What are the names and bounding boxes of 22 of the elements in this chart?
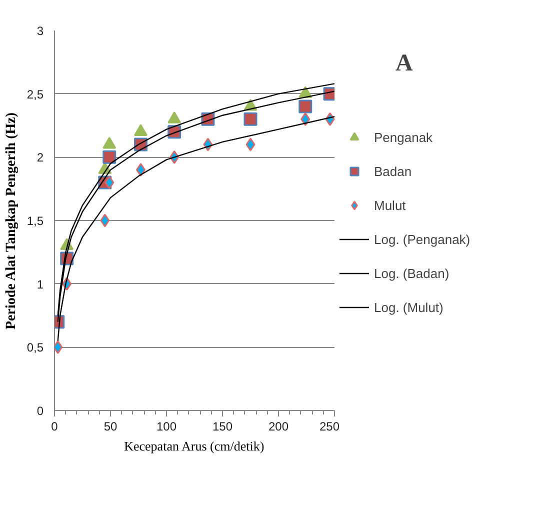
x-tick-label: 150	[212, 420, 233, 434]
legend-label: Log. (Penganak)	[374, 232, 470, 246]
y-tick-label: 2,5	[26, 87, 44, 102]
legend-label: Mulut	[374, 198, 406, 212]
legend-label: Badan	[374, 164, 412, 178]
x-tick-label: 50	[104, 420, 118, 434]
legend-label: Penganak	[374, 130, 433, 144]
x-tick-label: 250	[319, 420, 340, 434]
y-tick-label: 0	[36, 404, 44, 418]
x-tick-label: 0	[51, 420, 58, 434]
legend-label: Log. (Badan)	[374, 266, 450, 280]
x-axis-title: Kecepatan Arus (cm/detik)	[124, 438, 264, 454]
text: A	[396, 50, 414, 77]
y-tick-label: 1,5	[26, 214, 44, 228]
y-tick-label: 0,5	[26, 340, 44, 355]
y-tick-label: 1	[36, 277, 44, 292]
x-tick-label: 100	[156, 420, 177, 434]
x-tick-label: 200	[268, 420, 289, 434]
y-tick-label: 3	[36, 24, 44, 38]
y-tick-label: 2	[36, 150, 44, 165]
y-axis-title: Periode Alat Tangkap Pengerih (Hz)	[4, 112, 19, 330]
legend-label: Log. (Mulut)	[374, 300, 444, 314]
